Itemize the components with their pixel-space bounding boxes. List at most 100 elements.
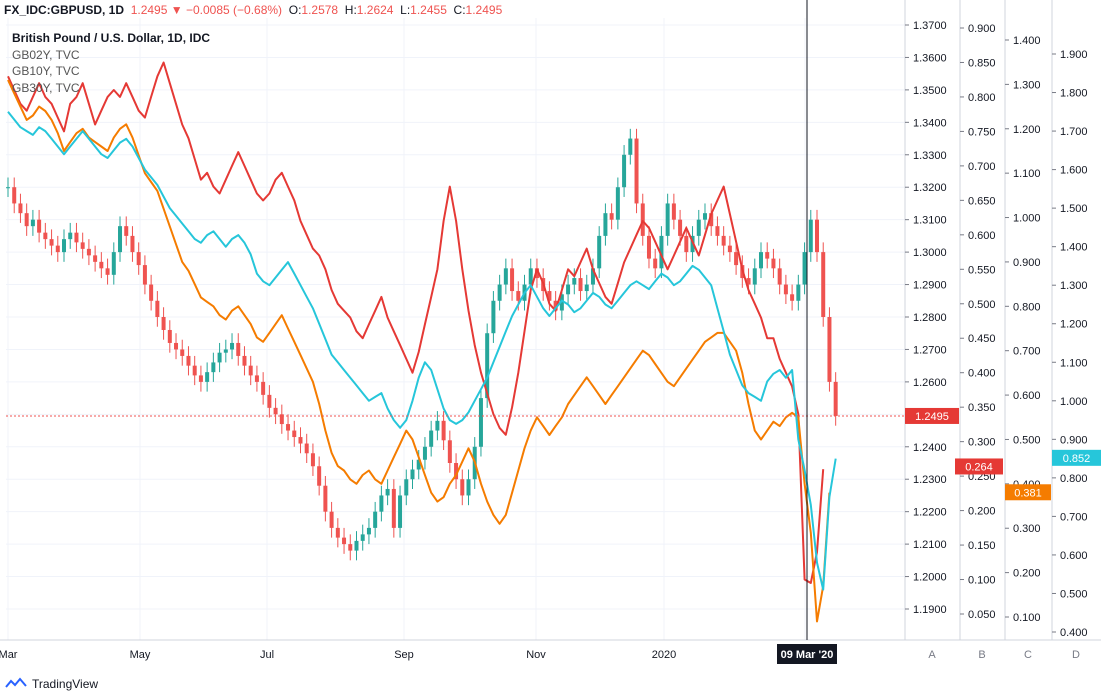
axis-tick-label: 1.2800 xyxy=(913,312,947,324)
candle-body xyxy=(790,294,795,301)
axis-button-a[interactable]: A xyxy=(928,649,936,661)
axis-tick-label: 0.600 xyxy=(968,230,996,242)
axis-tick-label: 0.500 xyxy=(968,299,996,311)
brand-name[interactable]: TradingView xyxy=(32,677,99,691)
last-value-badge: 1.2495 xyxy=(915,411,949,423)
legend-main-series[interactable]: British Pound / U.S. Dollar, 1D, IDC xyxy=(12,31,211,45)
candle-body xyxy=(167,329,172,343)
last-value-badge: 0.264 xyxy=(965,461,993,473)
axis-tick-label: 0.700 xyxy=(1013,346,1041,358)
candle-body xyxy=(267,394,272,408)
legend-gb30y[interactable]: GB30Y, TVC xyxy=(12,80,80,95)
open-value: 1.2578 xyxy=(301,3,339,17)
axis-button-c[interactable]: C xyxy=(1024,649,1032,661)
legend-gb02y[interactable]: GB02Y, TVC xyxy=(12,47,80,62)
axis-button-b[interactable]: B xyxy=(978,649,985,661)
time-tick-label: Jul xyxy=(260,649,274,661)
axis-tick-label: 1.400 xyxy=(1013,35,1041,47)
candle-body xyxy=(746,278,751,285)
axis-tick-label: 0.050 xyxy=(968,609,996,621)
candle-body xyxy=(43,232,48,240)
axis-tick-label: 0.900 xyxy=(1013,257,1041,269)
candle-body xyxy=(118,226,123,253)
legend-gb10y[interactable]: GB10Y, TVC xyxy=(12,64,80,78)
candle-body xyxy=(447,440,452,463)
candle-body xyxy=(609,213,614,220)
candle-body xyxy=(385,488,390,496)
candle-body xyxy=(161,317,166,330)
axis-tick-label: 0.300 xyxy=(1013,523,1041,535)
candle-body xyxy=(155,300,160,317)
axis-tick-label: 0.400 xyxy=(1060,627,1088,639)
candle-body xyxy=(503,268,508,285)
high-label: H: xyxy=(344,3,357,17)
axis-tick-label: 1.2300 xyxy=(913,474,947,486)
axis-button-d[interactable]: D xyxy=(1072,649,1080,661)
axis-tick-label: 1.2400 xyxy=(913,442,947,454)
axis-tick-label: 1.700 xyxy=(1060,126,1088,138)
candle-body xyxy=(30,219,35,227)
time-tick-label: Sep xyxy=(394,649,414,661)
candle-body xyxy=(323,485,328,512)
axis-tick-label: 1.300 xyxy=(1013,79,1041,91)
axis-tick-label: 1.000 xyxy=(1013,213,1041,225)
axis-tick-label: 0.700 xyxy=(968,161,996,173)
candle-body xyxy=(684,235,689,253)
axis-tick-label: 0.650 xyxy=(968,195,996,207)
candle-body xyxy=(49,239,54,246)
tradingview-logo-icon[interactable] xyxy=(4,677,28,693)
candle-body xyxy=(640,203,645,236)
candle-body xyxy=(796,284,801,301)
candle-body xyxy=(304,443,309,454)
candle-body xyxy=(547,291,552,301)
candle-body xyxy=(379,495,384,512)
high-value: 1.2624 xyxy=(356,3,394,17)
close-label: C: xyxy=(453,3,466,17)
candle-body xyxy=(497,284,502,301)
candle-body xyxy=(615,187,620,220)
candle-body xyxy=(254,375,259,382)
candle-body xyxy=(510,268,515,292)
candle-body xyxy=(74,232,79,243)
last-value-badge-bg xyxy=(905,407,959,424)
candle-body xyxy=(366,527,371,535)
candle-body xyxy=(55,245,60,253)
candle-body xyxy=(553,300,558,311)
candle-body xyxy=(808,219,813,253)
candle-body xyxy=(441,420,446,441)
candle-body xyxy=(130,235,135,253)
candle-body xyxy=(516,291,521,301)
candle-body xyxy=(590,268,595,285)
axis-tick-label: 1.2100 xyxy=(913,539,947,551)
symbol-name[interactable]: FX_IDC:GBPUSD, 1D xyxy=(4,3,125,17)
axis-tick-label: 0.350 xyxy=(968,402,996,414)
candle-body xyxy=(435,420,440,431)
candle-body xyxy=(223,349,228,353)
candle-body xyxy=(578,278,583,292)
candle-body xyxy=(752,268,757,285)
candle-body xyxy=(279,414,284,425)
axis-tick-label: 0.200 xyxy=(968,506,996,518)
candle-body xyxy=(566,284,571,295)
last-value-badge: 0.852 xyxy=(1063,453,1091,465)
axis-tick-label: 0.700 xyxy=(1060,511,1088,523)
candle-body xyxy=(491,300,496,334)
candle-body xyxy=(310,453,315,467)
axis-tick-label: 0.500 xyxy=(1013,434,1041,446)
axis-tick-label: 0.900 xyxy=(968,23,996,35)
candle-body xyxy=(398,495,403,528)
candle-body xyxy=(205,372,210,382)
axis-tick-label: 0.550 xyxy=(968,264,996,276)
candle-body xyxy=(734,252,739,266)
axis-tick-label: 1.3300 xyxy=(913,150,947,162)
candle-body xyxy=(572,278,577,285)
axis-tick-label: 1.2900 xyxy=(913,280,947,292)
down-arrow-icon: ▼ xyxy=(170,3,183,17)
candle-body xyxy=(696,219,701,236)
candle-body xyxy=(360,534,365,541)
candle-body xyxy=(198,375,203,382)
candle-body xyxy=(460,479,465,496)
last-value-badge-bg xyxy=(1052,449,1101,466)
axis-tick-label: 0.800 xyxy=(1060,473,1088,485)
axis-tick-label: 1.500 xyxy=(1060,203,1088,215)
